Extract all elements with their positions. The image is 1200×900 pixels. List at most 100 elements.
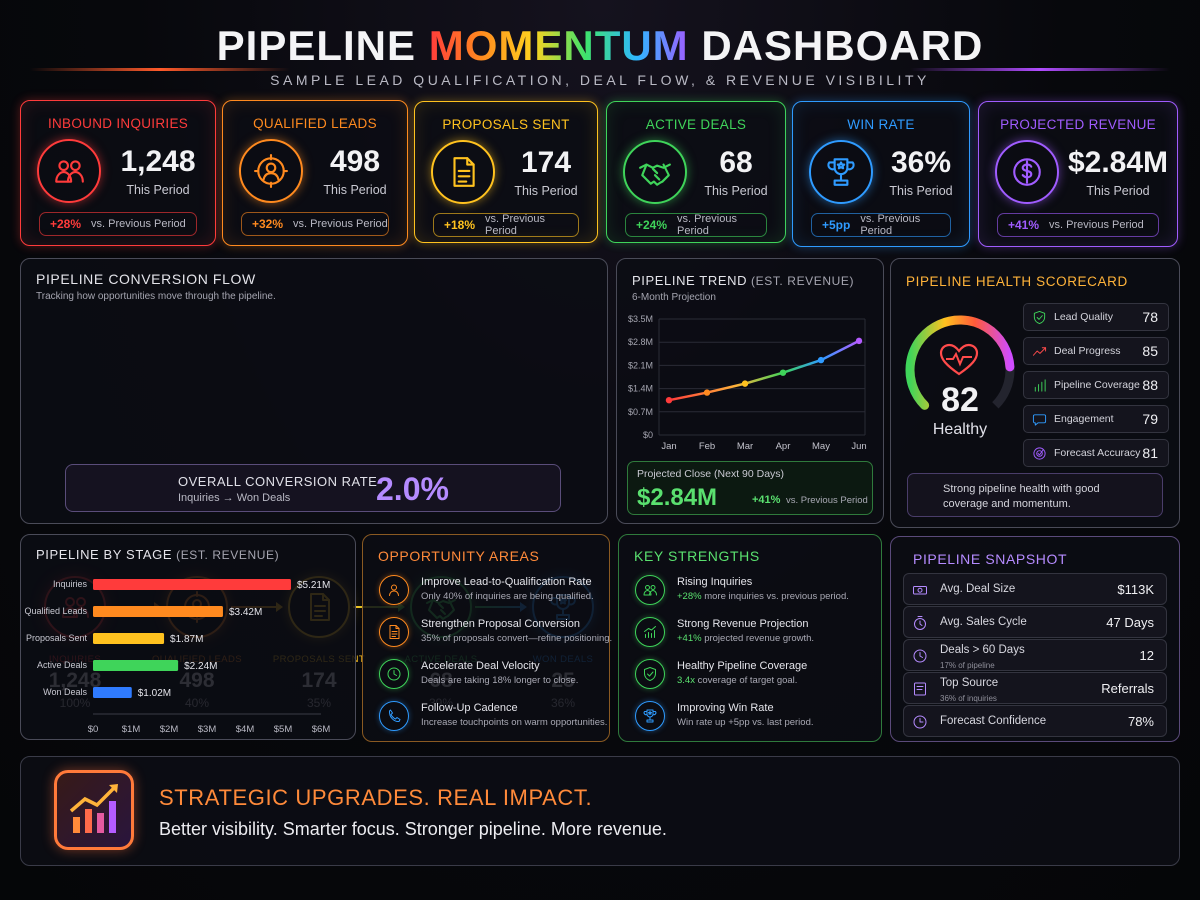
clock-icon xyxy=(379,659,409,689)
strength-item-highlight: +28% xyxy=(677,591,702,602)
trend-subtitle: 6-Month Projection xyxy=(632,292,716,303)
kpi-card-2: PROPOSALS SENT 174 This Period +18% vs. Prev… xyxy=(414,101,598,243)
scorecard-row: Lead Quality 78 xyxy=(1023,303,1169,331)
overall-conversion-value: 2.0% xyxy=(376,471,449,507)
snapshot-label: Avg. Sales Cycle xyxy=(940,616,1027,628)
bar-chart-icon xyxy=(1024,378,1054,393)
stage-category-label: Inquiries xyxy=(53,579,88,589)
money-icon xyxy=(912,582,928,598)
scorecard-metric-name: Forecast Accuracy xyxy=(1054,447,1141,459)
strength-item: Strong Revenue Projection +41% projected … xyxy=(635,615,871,651)
shield-check-icon xyxy=(1024,310,1054,325)
scorecard-metric-name: Pipeline Coverage xyxy=(1054,379,1140,391)
stage-bar-value: $3.42M xyxy=(229,607,262,618)
stage-xtick: $0 xyxy=(88,724,99,735)
stage-bar xyxy=(93,687,132,698)
stage-bar xyxy=(93,660,179,671)
pipeline-trend-panel: PIPELINE TREND (EST. REVENUE) 6-Month Pr… xyxy=(616,258,884,524)
health-score: 82 xyxy=(941,381,979,419)
kpi-period: This Period xyxy=(1086,184,1150,198)
kpi-compare: vs. Previous Period xyxy=(677,213,737,237)
dollar-icon xyxy=(995,140,1059,204)
kpi-change-pill: +24% vs. Previous Period xyxy=(625,213,767,237)
stage-bar-chart: Inquiries $5.21M Qualified Leads $3.42M Prop… xyxy=(24,579,330,735)
scorecard-metric-name: Engagement xyxy=(1054,413,1114,425)
trend-point xyxy=(779,369,787,376)
snapshot-row: Avg. Sales Cycle 47 Days xyxy=(903,606,1167,638)
kpi-card-0: INBOUND INQUIRIES 1,248 This Period +28% vs.… xyxy=(20,100,216,246)
strength-item-desc: +41% projected revenue growth. xyxy=(677,633,814,644)
kpi-change-pill: +5pp vs. Previous Period xyxy=(811,213,951,237)
trend-title: PIPELINE TREND (EST. REVENUE) xyxy=(632,273,855,288)
kpi-compare: vs. Previous Period xyxy=(1049,219,1144,231)
kpi-period: This Period xyxy=(704,184,768,198)
flow-subtitle: Tracking how opportunities move through … xyxy=(36,291,276,302)
kpi-label: ACTIVE DEALS xyxy=(645,117,747,132)
kpi-change: +5pp xyxy=(822,218,851,232)
kpi-period: This Period xyxy=(126,183,190,197)
strength-item-title: Rising Inquiries xyxy=(677,576,753,588)
kpi-change: +41% xyxy=(1008,218,1040,232)
kpi-value: 68 xyxy=(719,146,753,179)
conversion-flow-panel: PIPELINE CONVERSION FLOW Tracking how op… xyxy=(20,258,608,710)
opportunity-panel: OPPORTUNITY AREAS Improve Lead-to-Qualif… xyxy=(362,534,613,742)
snapshot-row: Avg. Deal Size $113K xyxy=(903,573,1167,605)
scorecard-note-text: Strong pipeline health with good coverag… xyxy=(943,483,1100,510)
kpi-period: This Period xyxy=(514,184,578,198)
trend-point xyxy=(817,356,825,364)
snapshot-sublabel: 17% of pipeline xyxy=(940,661,995,670)
stage-xtick: $1M xyxy=(122,724,141,735)
kpi-change: +18% xyxy=(444,218,476,232)
opportunity-item-desc: Only 40% of inquiries are being qualifie… xyxy=(421,591,594,602)
scorecard-row: Engagement 79 xyxy=(1023,405,1169,433)
scorecard-metric-value: 79 xyxy=(1142,411,1158,427)
trophy-icon xyxy=(809,140,873,204)
bottom-banner: STRATEGIC UPGRADES. REAL IMPACT. Better … xyxy=(20,756,1180,866)
kpi-label: WIN RATE xyxy=(847,117,915,132)
strengths-list: Rising Inquiries +28% more inquiries vs. … xyxy=(619,535,881,741)
kpi-card-1: QUALIFIED LEADS 498 This Period +32% vs. Pre… xyxy=(222,100,408,246)
trend-xtick: Jun xyxy=(851,441,866,452)
gauge-fill xyxy=(905,315,1015,410)
stage-bar xyxy=(93,579,291,590)
page-title: PIPELINE MOMENTUM DASHBOARD xyxy=(216,22,984,69)
scorecard-row: Pipeline Coverage 88 xyxy=(1023,371,1169,399)
stage-category-label: Active Deals xyxy=(37,660,88,670)
kpi-card-3: ACTIVE DEALS 68 This Period +24% vs. Previou… xyxy=(606,101,786,243)
trend-xtick: Apr xyxy=(776,441,791,452)
kpi-label: PROJECTED REVENUE xyxy=(1000,117,1156,132)
stage-bar-value: $5.21M xyxy=(297,580,330,591)
projected-close-label: Projected Close (Next 90 Days) xyxy=(637,468,785,480)
overall-conversion-box: OVERALL CONVERSION RATE Inquiries → Won … xyxy=(65,464,561,512)
opportunity-item: Follow-Up Cadence Increase touchpoints on… xyxy=(379,699,607,735)
trophy-icon xyxy=(635,701,665,731)
people-icon xyxy=(635,575,665,605)
strength-item: Improving Win Rate Win rate up +5pp vs. l… xyxy=(635,699,871,735)
kpi-compare: vs. Previous Period xyxy=(485,213,545,237)
stage-bar xyxy=(93,606,223,617)
gauge-icon xyxy=(912,714,928,730)
opportunity-list: Improve Lead-to-Qualification Rate Only 4… xyxy=(363,535,613,741)
scorecard-metric-name: Deal Progress xyxy=(1054,345,1121,357)
kpi-card-4: WIN RATE 36% This Period +5pp vs. Previous P… xyxy=(792,101,970,247)
kpi-value: 174 xyxy=(520,146,572,179)
kpi-period: This Period xyxy=(889,184,953,198)
opportunity-item-desc: Deals are taking 18% longer to close. xyxy=(421,675,579,686)
person-icon xyxy=(379,575,409,605)
projected-close-compare: vs. Previous Period xyxy=(786,495,868,506)
strength-item-highlight: +41% xyxy=(677,633,702,644)
snapshot-sublabel: 36% of inquiries xyxy=(940,694,997,703)
snapshot-row: Deals > 60 Days 17% of pipeline 12 xyxy=(903,639,1167,671)
strength-item-title: Improving Win Rate xyxy=(677,702,774,714)
opportunity-item-desc: 35% of proposals convert—refine position… xyxy=(421,633,613,644)
target-person-icon xyxy=(239,139,303,203)
strength-item-desc: 3.4x coverage of target goal. xyxy=(677,675,797,686)
trend-point xyxy=(855,337,863,345)
handshake-icon xyxy=(623,140,687,204)
scorecard-metric-name: Lead Quality xyxy=(1054,311,1113,323)
stage-bar-value: $1.87M xyxy=(170,634,203,645)
scorecard-metric-value: 85 xyxy=(1142,343,1158,359)
trend-ytick: $0.7M xyxy=(628,407,653,417)
kpi-value: $2.84M xyxy=(1067,146,1169,179)
kpi-change-pill: +28% vs. Previous Period xyxy=(39,212,197,236)
